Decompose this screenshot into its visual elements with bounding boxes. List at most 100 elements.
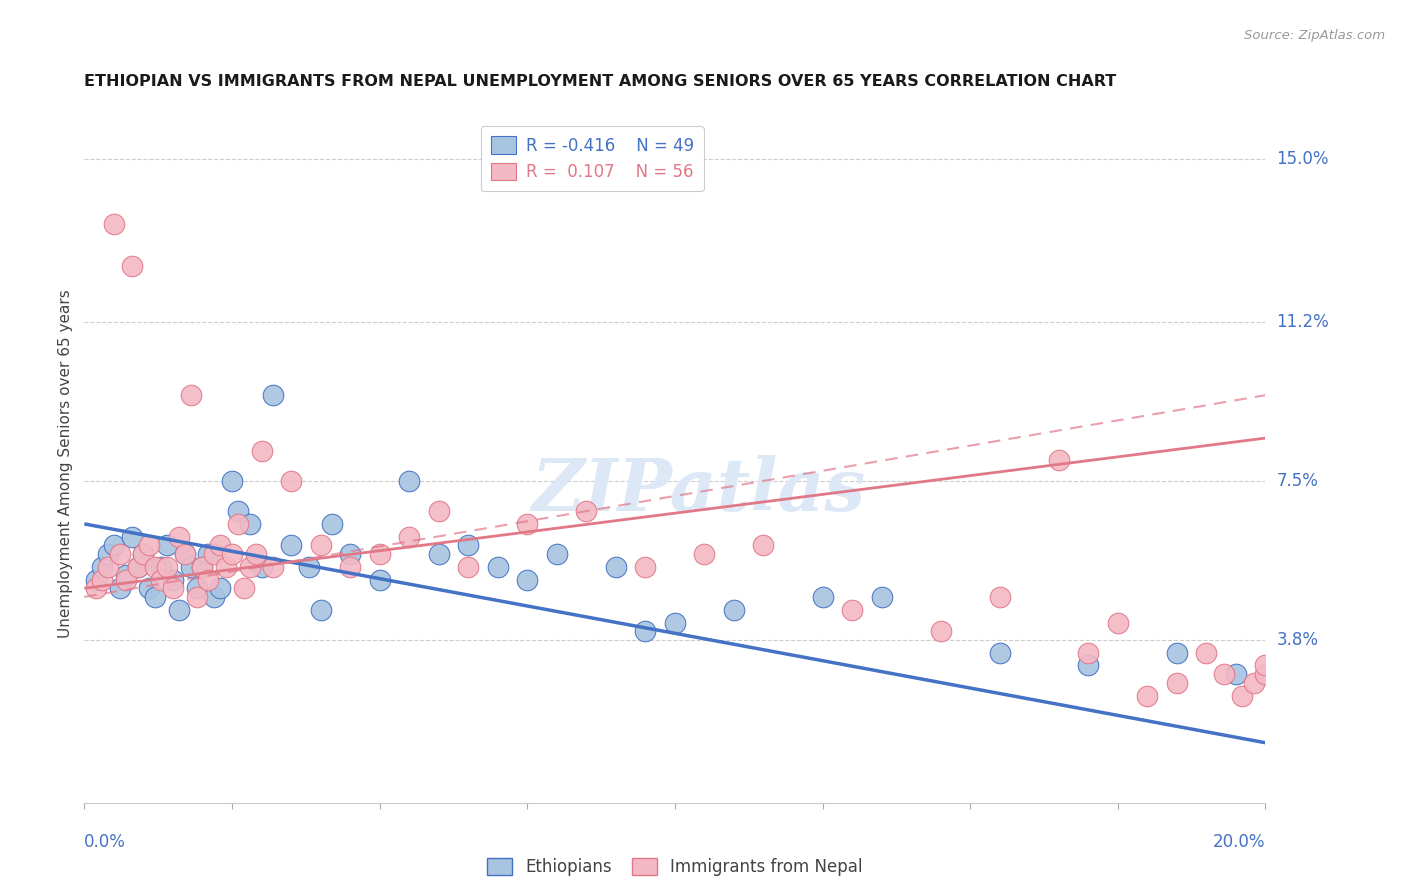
Point <box>239 516 262 531</box>
Point <box>232 581 254 595</box>
Point <box>202 547 225 561</box>
Point <box>138 538 160 552</box>
Point <box>929 624 952 639</box>
Point <box>191 559 214 574</box>
Point <box>634 624 657 639</box>
Point <box>114 568 136 582</box>
Point <box>546 547 568 561</box>
Point <box>226 504 249 518</box>
Point <box>226 516 249 531</box>
Text: 7.5%: 7.5% <box>1277 472 1319 490</box>
Point <box>1077 658 1099 673</box>
Point <box>167 530 190 544</box>
Point <box>811 590 834 604</box>
Point <box>368 547 391 561</box>
Point <box>398 530 420 544</box>
Point <box>1225 667 1247 681</box>
Point <box>664 615 686 630</box>
Point <box>191 559 214 574</box>
Text: 0.0%: 0.0% <box>84 833 127 851</box>
Point <box>457 559 479 574</box>
Point <box>245 547 267 561</box>
Point <box>368 573 391 587</box>
Point <box>1254 667 1277 681</box>
Point <box>634 559 657 574</box>
Text: ETHIOPIAN VS IMMIGRANTS FROM NEPAL UNEMPLOYMENT AMONG SENIORS OVER 65 YEARS CORR: ETHIOPIAN VS IMMIGRANTS FROM NEPAL UNEMP… <box>84 74 1116 89</box>
Legend: Ethiopians, Immigrants from Nepal: Ethiopians, Immigrants from Nepal <box>481 851 869 882</box>
Point <box>209 581 232 595</box>
Point <box>1077 646 1099 660</box>
Point <box>121 260 143 274</box>
Point <box>156 538 179 552</box>
Point <box>114 573 136 587</box>
Point <box>1230 689 1253 703</box>
Point <box>97 547 120 561</box>
Point <box>988 590 1011 604</box>
Point <box>516 516 538 531</box>
Point <box>262 388 284 402</box>
Y-axis label: Unemployment Among Seniors over 65 years: Unemployment Among Seniors over 65 years <box>58 290 73 638</box>
Point <box>723 603 745 617</box>
Point <box>108 547 131 561</box>
Point <box>162 573 184 587</box>
Point <box>150 573 173 587</box>
Point <box>143 559 166 574</box>
Point <box>575 504 598 518</box>
Point <box>156 559 179 574</box>
Point <box>339 547 361 561</box>
Point <box>486 559 509 574</box>
Point <box>339 559 361 574</box>
Point <box>298 559 321 574</box>
Point <box>132 547 155 561</box>
Point <box>1213 667 1236 681</box>
Point <box>197 573 219 587</box>
Point <box>250 444 273 458</box>
Point <box>108 581 131 595</box>
Point <box>180 388 202 402</box>
Point <box>1107 615 1129 630</box>
Text: 3.8%: 3.8% <box>1277 631 1319 648</box>
Point <box>162 581 184 595</box>
Point <box>121 530 143 544</box>
Point <box>202 590 225 604</box>
Point <box>103 538 125 552</box>
Point <box>309 538 332 552</box>
Text: 20.0%: 20.0% <box>1213 833 1265 851</box>
Point <box>143 590 166 604</box>
Point <box>280 474 302 488</box>
Point <box>250 559 273 574</box>
Point <box>209 538 232 552</box>
Point <box>167 603 190 617</box>
Point <box>1243 675 1265 690</box>
Text: ZIPatlas: ZIPatlas <box>531 456 866 526</box>
Point <box>1195 646 1218 660</box>
Point <box>870 590 893 604</box>
Text: 11.2%: 11.2% <box>1277 313 1329 331</box>
Point <box>1254 658 1277 673</box>
Point <box>427 547 450 561</box>
Point <box>457 538 479 552</box>
Point <box>1047 452 1070 467</box>
Text: Source: ZipAtlas.com: Source: ZipAtlas.com <box>1244 29 1385 42</box>
Point <box>841 603 863 617</box>
Point <box>427 504 450 518</box>
Text: 15.0%: 15.0% <box>1277 150 1329 169</box>
Point <box>150 559 173 574</box>
Point <box>398 474 420 488</box>
Point <box>84 581 107 595</box>
Point <box>1166 646 1188 660</box>
Point <box>138 581 160 595</box>
Point <box>103 217 125 231</box>
Point <box>1136 689 1159 703</box>
Point <box>84 573 107 587</box>
Point <box>221 474 243 488</box>
Point <box>693 547 716 561</box>
Point <box>309 603 332 617</box>
Point <box>752 538 775 552</box>
Point <box>173 547 195 561</box>
Point <box>91 559 114 574</box>
Point <box>239 559 262 574</box>
Point <box>173 547 195 561</box>
Point <box>215 559 238 574</box>
Point <box>127 559 149 574</box>
